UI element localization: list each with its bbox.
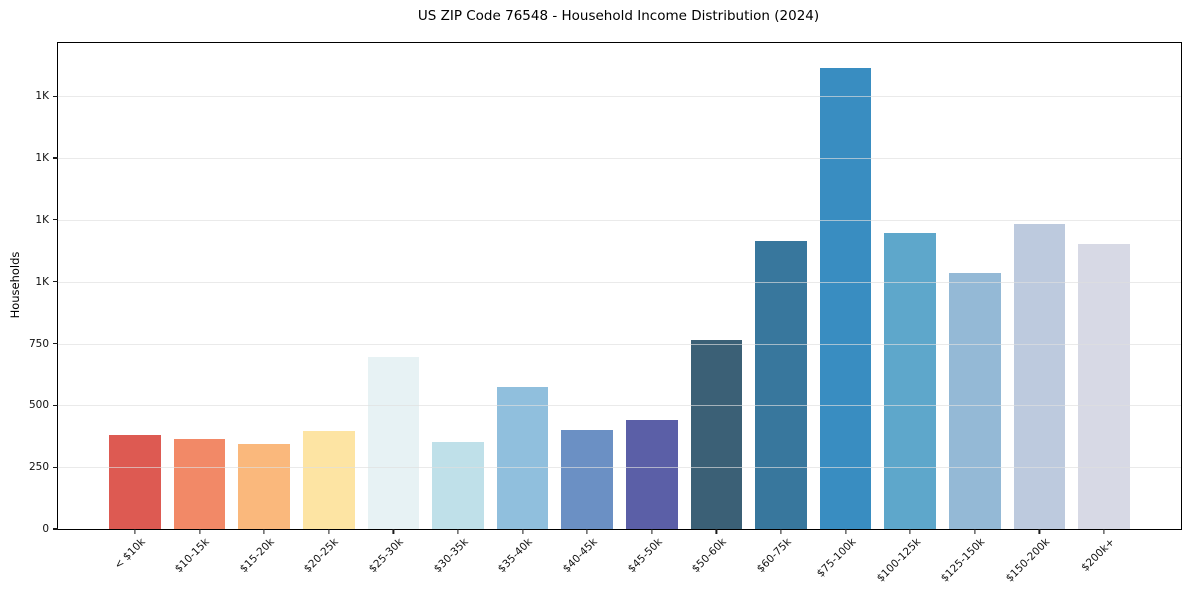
bar-$25-30k bbox=[367, 356, 420, 529]
x-tick-mark bbox=[263, 529, 265, 534]
gridline bbox=[58, 467, 1181, 469]
y-tick-mark bbox=[53, 528, 58, 530]
y-axis-label: Households bbox=[8, 251, 22, 319]
x-tick-mark bbox=[715, 529, 717, 534]
gridline bbox=[58, 158, 1181, 159]
x-tick-mark bbox=[974, 529, 976, 534]
gridline bbox=[58, 219, 1181, 221]
bar-$75-100k bbox=[819, 67, 872, 529]
gridline bbox=[58, 405, 1181, 407]
y-tick-mark bbox=[53, 95, 58, 97]
y-tick-mark bbox=[53, 281, 58, 283]
plot-area: 0 250 500 750 1K 1K 1K 1K < $10k $10-15k $15-20k $… bbox=[29, 42, 1182, 585]
x-tick-label: $25-30k bbox=[366, 536, 406, 576]
x-tick-mark bbox=[392, 529, 394, 534]
y-tick-mark bbox=[53, 404, 58, 406]
y-tick-label: 0 bbox=[42, 523, 49, 535]
bar-$150-200k bbox=[1013, 223, 1066, 529]
bar-$100-125k bbox=[884, 232, 937, 529]
x-tick-mark bbox=[651, 529, 653, 534]
x-tick-label: $10-15k bbox=[172, 536, 213, 576]
y-tick-mark bbox=[53, 466, 58, 468]
x-tick-label: $100-125k bbox=[874, 536, 923, 585]
y-tick-label: 1K bbox=[35, 152, 49, 164]
y-tick-mark bbox=[53, 157, 58, 159]
x-tick-mark bbox=[457, 529, 459, 534]
bar-$50-60k bbox=[690, 339, 743, 529]
bar-$15-20k bbox=[238, 444, 290, 529]
x-tick-label: $20-25k bbox=[302, 536, 342, 576]
gridline bbox=[58, 281, 1181, 283]
bar-$35-40k bbox=[496, 386, 549, 529]
x-tick-mark bbox=[328, 529, 330, 534]
bar-< $10k bbox=[109, 434, 161, 529]
x-tick-label: $60-75k bbox=[754, 536, 794, 576]
y-tick-mark bbox=[53, 342, 58, 345]
y-tick-label: 1K bbox=[35, 275, 49, 288]
x-tick-mark bbox=[1103, 529, 1105, 534]
x-tick-mark bbox=[1038, 529, 1041, 534]
y-tick-label: 250 bbox=[28, 461, 49, 474]
x-tick-mark bbox=[134, 529, 136, 534]
gridline bbox=[58, 96, 1181, 98]
y-tick-mark bbox=[53, 219, 58, 221]
y-tick-label: 1K bbox=[35, 213, 49, 226]
y-tick-label: 1K bbox=[35, 90, 49, 103]
bar-$125-150k bbox=[949, 272, 1001, 529]
x-tick-label: $30-35k bbox=[431, 536, 471, 576]
bar-$60-75k bbox=[755, 240, 807, 529]
bar-$10-15k bbox=[173, 438, 226, 529]
y-tick-label: 750 bbox=[28, 337, 49, 350]
x-tick-mark bbox=[845, 529, 847, 534]
bar-$200k+ bbox=[1078, 243, 1130, 529]
bar-$20-25k bbox=[302, 430, 355, 529]
bar-$45-50k bbox=[625, 419, 678, 529]
x-tick-mark bbox=[521, 529, 524, 534]
x-tick-label: $75-100k bbox=[814, 536, 859, 580]
y-tick-label: 500 bbox=[28, 399, 49, 412]
x-tick-label: $50-60k bbox=[689, 536, 729, 576]
x-tick-label: $45-50k bbox=[625, 536, 665, 576]
x-tick-mark bbox=[198, 529, 201, 534]
x-tick-mark bbox=[780, 529, 782, 534]
x-tick-label: $200k+ bbox=[1078, 536, 1117, 574]
x-tick-label: $40-45k bbox=[560, 536, 600, 576]
x-tick-mark bbox=[909, 529, 911, 534]
bar-$40-45k bbox=[561, 429, 614, 529]
x-tick-label: $15-20k bbox=[237, 536, 277, 576]
bar-$30-35k bbox=[432, 442, 484, 529]
x-tick-label: $35-40k bbox=[495, 536, 536, 576]
chart-title: US ZIP Code 76548 - Household Income Dis… bbox=[417, 8, 820, 24]
x-tick-label: $150-200k bbox=[1003, 536, 1052, 585]
gridline bbox=[58, 343, 1181, 345]
x-tick-label: < $10k bbox=[111, 536, 148, 572]
x-tick-mark bbox=[586, 529, 588, 534]
x-tick-label: $125-150k bbox=[938, 536, 988, 585]
